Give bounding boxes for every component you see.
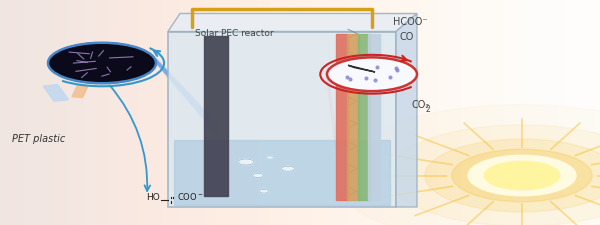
Polygon shape — [156, 58, 216, 135]
Circle shape — [425, 139, 600, 212]
Circle shape — [259, 189, 269, 193]
FancyBboxPatch shape — [168, 32, 396, 207]
Circle shape — [327, 57, 417, 91]
Circle shape — [238, 159, 254, 165]
Polygon shape — [368, 34, 380, 200]
Circle shape — [452, 149, 592, 202]
Polygon shape — [204, 36, 228, 196]
Circle shape — [253, 173, 263, 178]
Text: HO: HO — [146, 193, 160, 202]
Polygon shape — [327, 70, 336, 158]
Circle shape — [484, 161, 560, 190]
Polygon shape — [336, 34, 348, 200]
Circle shape — [468, 155, 576, 196]
Circle shape — [48, 43, 156, 83]
Text: 2: 2 — [425, 106, 430, 115]
Polygon shape — [168, 14, 417, 32]
Bar — [72, 86, 88, 97]
Polygon shape — [348, 65, 375, 72]
Text: CO₂: CO₂ — [411, 100, 429, 110]
Polygon shape — [358, 34, 370, 200]
Text: CO: CO — [399, 32, 413, 43]
Polygon shape — [156, 60, 216, 131]
Text: Solar PEC reactor: Solar PEC reactor — [194, 29, 274, 38]
Bar — [43, 85, 68, 101]
Circle shape — [387, 125, 600, 225]
Circle shape — [281, 166, 295, 171]
Text: PET plastic: PET plastic — [13, 135, 65, 144]
Polygon shape — [347, 34, 359, 200]
Text: $\mathregular{COO^-}$: $\mathregular{COO^-}$ — [177, 191, 203, 202]
Text: HCOO⁻: HCOO⁻ — [393, 17, 427, 27]
Polygon shape — [396, 14, 417, 207]
Circle shape — [266, 156, 274, 159]
